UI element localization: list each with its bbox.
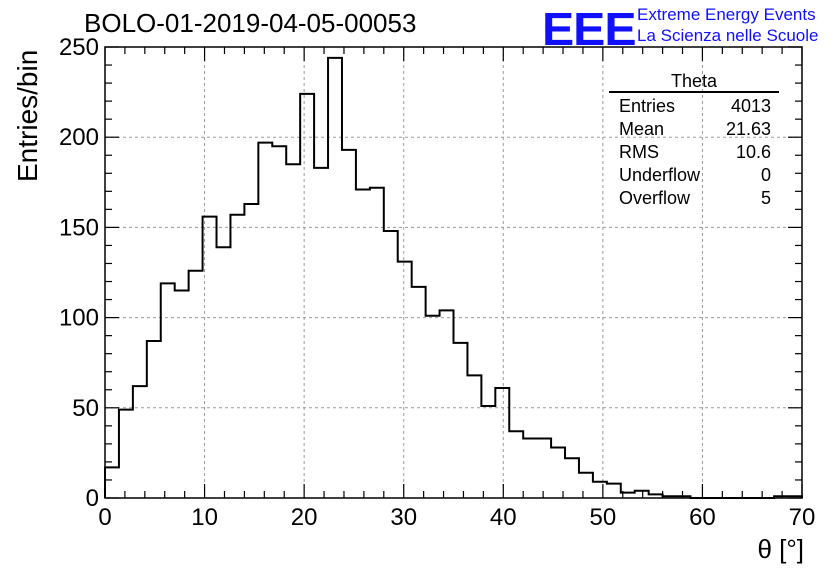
stats-title: Theta <box>670 71 718 91</box>
stats-box: Theta Entries 4013 Mean 21.63 RMS 10.6 U… <box>609 72 779 210</box>
histogram-bin <box>607 484 621 498</box>
stats-value: 21.63 <box>725 119 771 139</box>
stats-value: 5 <box>760 188 771 208</box>
y-tick-label: 150 <box>59 214 99 241</box>
histogram-bin <box>398 262 412 498</box>
stats-label: Overflow <box>619 188 691 208</box>
x-tick-label: 40 <box>490 504 517 531</box>
histogram-bin <box>370 188 384 498</box>
histogram-bin <box>175 291 189 498</box>
histogram-bin <box>119 410 133 498</box>
stats-divider <box>609 91 779 93</box>
stats-value: 4013 <box>730 96 771 116</box>
plot-frame <box>104 46 803 499</box>
histogram-bin <box>579 473 593 498</box>
chart-title: BOLO-01-2019-04-05-00053 <box>84 8 417 38</box>
histogram-bin <box>244 204 258 498</box>
y-axis-label: Entries/bin <box>12 49 43 182</box>
x-tick-label: 60 <box>689 504 716 531</box>
histogram-bin <box>133 386 147 498</box>
histogram-bin <box>272 146 286 498</box>
x-tick-label: 10 <box>191 504 218 531</box>
histogram-bin <box>537 438 551 498</box>
histogram-bin <box>467 375 481 498</box>
x-tick-label: 20 <box>291 504 318 531</box>
histogram-bin <box>328 58 342 498</box>
histogram-bin <box>565 458 579 498</box>
stats-row-underflow: Underflow 0 <box>609 164 779 187</box>
histogram-bin <box>286 164 300 498</box>
histogram-bin <box>203 217 217 498</box>
x-axis-label: θ [°] <box>757 534 804 564</box>
histogram-outline <box>104 56 803 499</box>
histogram-bin <box>412 287 426 498</box>
stats-value: 0 <box>760 165 771 185</box>
eee-logo: EEE <box>542 3 637 55</box>
histogram-bin <box>454 343 468 498</box>
histogram-bin <box>147 341 161 498</box>
logo-line-1: Extreme Energy Events <box>637 5 816 24</box>
histogram-bin <box>440 310 454 498</box>
histogram-bin <box>342 150 356 498</box>
x-tick-label: 50 <box>590 504 617 531</box>
stats-row-overflow: Overflow 5 <box>609 187 779 210</box>
histogram-bin <box>258 143 272 498</box>
histogram-bin <box>551 447 565 498</box>
histogram-bin <box>105 467 119 498</box>
histogram-bin <box>217 247 231 498</box>
y-tick-label: 0 <box>86 485 99 512</box>
stats-row-rms: RMS 10.6 <box>609 141 779 164</box>
histogram-bin <box>426 316 440 498</box>
histogram-bin <box>384 231 398 498</box>
y-tick-label: 100 <box>59 305 99 332</box>
x-tick-label: 30 <box>390 504 417 531</box>
y-tick-label: 50 <box>72 395 99 422</box>
stats-label: Underflow <box>619 165 701 185</box>
x-tick-label: 0 <box>98 504 111 531</box>
y-tick-label: 250 <box>59 34 99 61</box>
histogram-bin <box>230 215 244 498</box>
histogram-bin <box>523 438 537 498</box>
histogram-bin <box>495 388 509 498</box>
stats-row-mean: Mean 21.63 <box>609 118 779 141</box>
histogram-bin <box>161 283 175 498</box>
histogram-bin <box>314 168 328 498</box>
histogram-bin <box>593 482 607 498</box>
stats-row-entries: Entries 4013 <box>609 95 779 118</box>
stats-label: Mean <box>619 119 665 139</box>
stats-label: RMS <box>619 142 659 162</box>
x-tick-label: 70 <box>789 504 816 531</box>
histogram-bin <box>635 491 649 498</box>
histogram-bin <box>509 431 523 498</box>
histogram-bin <box>300 94 314 498</box>
histogram-bin <box>481 406 495 498</box>
logo-line-2: La Scienza nelle Scuole <box>637 26 819 45</box>
stats-value: 10.6 <box>735 142 771 162</box>
histogram-bin <box>356 190 370 498</box>
stats-label: Entries <box>619 96 676 116</box>
y-tick-label: 200 <box>59 124 99 151</box>
histogram-bin <box>189 271 203 498</box>
